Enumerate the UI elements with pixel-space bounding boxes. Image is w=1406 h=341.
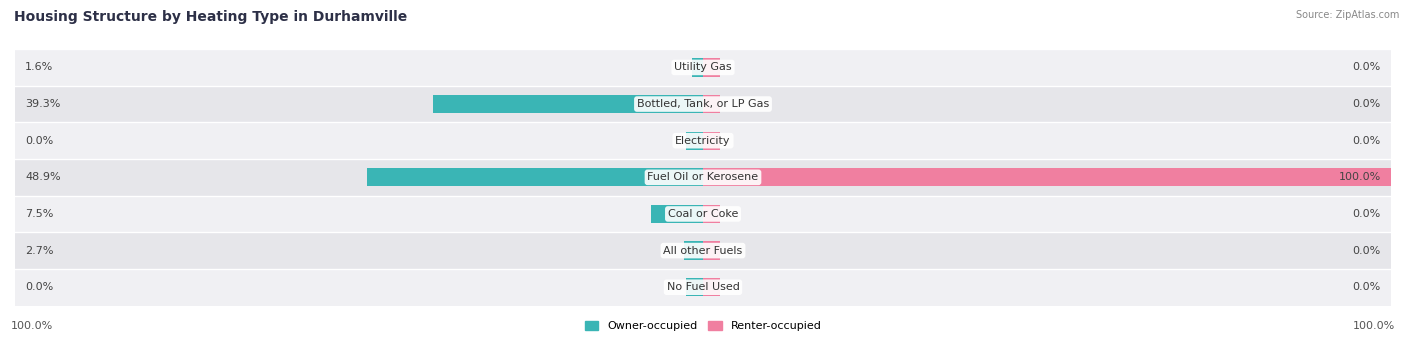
Text: 7.5%: 7.5% <box>25 209 53 219</box>
Text: No Fuel Used: No Fuel Used <box>666 282 740 292</box>
Bar <box>15 49 1391 86</box>
Bar <box>15 196 1391 232</box>
Text: 100.0%: 100.0% <box>1353 321 1395 331</box>
Text: 100.0%: 100.0% <box>1339 172 1381 182</box>
Text: Source: ZipAtlas.com: Source: ZipAtlas.com <box>1295 10 1399 20</box>
Bar <box>703 132 720 150</box>
Bar <box>15 232 1391 269</box>
Text: Fuel Oil or Kerosene: Fuel Oil or Kerosene <box>647 172 759 182</box>
Text: 48.9%: 48.9% <box>25 172 60 182</box>
Text: 0.0%: 0.0% <box>1353 62 1381 72</box>
Bar <box>692 58 703 77</box>
Text: 0.0%: 0.0% <box>1353 246 1381 256</box>
Text: 0.0%: 0.0% <box>1353 282 1381 292</box>
Text: 39.3%: 39.3% <box>25 99 60 109</box>
Text: Coal or Coke: Coal or Coke <box>668 209 738 219</box>
Bar <box>703 58 720 77</box>
Text: Electricity: Electricity <box>675 136 731 146</box>
Bar <box>703 168 1391 187</box>
Bar <box>15 86 1391 122</box>
Bar <box>686 132 703 150</box>
Bar <box>686 278 703 296</box>
Text: 0.0%: 0.0% <box>25 136 53 146</box>
Text: 100.0%: 100.0% <box>11 321 53 331</box>
Text: All other Fuels: All other Fuels <box>664 246 742 256</box>
Bar <box>703 95 720 113</box>
Bar <box>15 269 1391 306</box>
Text: 0.0%: 0.0% <box>1353 136 1381 146</box>
Text: 2.7%: 2.7% <box>25 246 53 256</box>
Bar <box>651 205 703 223</box>
Text: Utility Gas: Utility Gas <box>675 62 731 72</box>
Bar <box>703 241 720 260</box>
Text: 1.6%: 1.6% <box>25 62 53 72</box>
Bar <box>703 278 720 296</box>
Text: 0.0%: 0.0% <box>1353 99 1381 109</box>
Bar <box>15 159 1391 196</box>
Text: Housing Structure by Heating Type in Durhamville: Housing Structure by Heating Type in Dur… <box>14 10 408 24</box>
Bar <box>367 168 703 187</box>
Text: Bottled, Tank, or LP Gas: Bottled, Tank, or LP Gas <box>637 99 769 109</box>
Bar <box>15 122 1391 159</box>
Text: 0.0%: 0.0% <box>1353 209 1381 219</box>
Text: 0.0%: 0.0% <box>25 282 53 292</box>
Legend: Owner-occupied, Renter-occupied: Owner-occupied, Renter-occupied <box>581 316 825 336</box>
Bar <box>433 95 703 113</box>
Bar <box>685 241 703 260</box>
Bar <box>703 205 720 223</box>
